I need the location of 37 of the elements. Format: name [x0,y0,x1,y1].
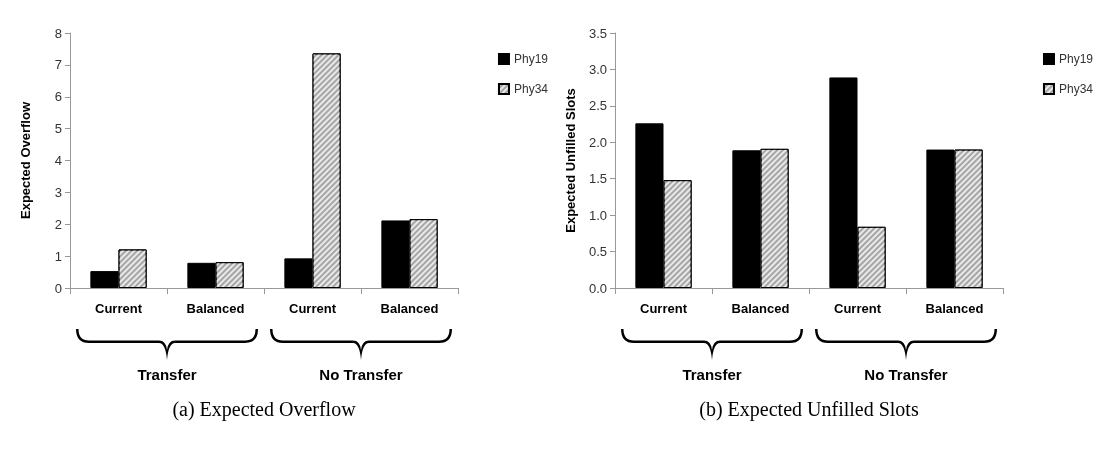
x-tick-label: Current [640,301,688,316]
legend-label: Phy34 [1058,82,1094,96]
y-tick-label: 1 [54,248,62,264]
y-tick-label: 1.0 [588,207,607,223]
y-tick-label: 3 [54,184,62,200]
x-tick-label: Current [289,301,337,316]
y-tick-label: 4 [54,153,62,168]
x-tick-label: Current [95,301,143,316]
y-tick-label: 0.5 [588,244,607,260]
y-tick-label: 1.5 [588,171,607,187]
y-tick-label: 5 [54,121,62,137]
x-tick-label: Balanced [731,301,790,316]
x-tick-label: Balanced [380,301,439,316]
y-tick-label: 2.5 [588,98,607,114]
legend-label: Phy34 [513,82,549,96]
y-axis-title: Expected Overflow [18,101,33,220]
y-tick-label: 8 [54,25,62,41]
text: (b) Expected Unfilled Slots [698,398,920,421]
y-tick-label: 3.0 [588,61,607,77]
y-tick-label: 0 [54,280,62,296]
x-tick-label: Balanced [925,301,984,316]
text: No Transfer [863,366,949,383]
text: Transfer [136,366,198,383]
y-tick-label: 6 [54,89,62,105]
y-tick-label: 2.0 [588,134,607,150]
x-tick-label: Balanced [186,301,245,316]
text: (a) Expected Overflow [171,398,357,421]
y-tick-label: 7 [54,57,62,73]
legend-label: Phy19 [513,52,549,66]
y-tick-label: 2 [54,216,62,232]
x-tick-label: Current [834,301,882,316]
text: No Transfer [318,366,404,383]
y-axis-title: Expected Unfilled Slots [563,88,578,233]
legend-label: Phy19 [1058,52,1094,66]
text: Transfer [681,366,743,383]
y-tick-label: 3.5 [588,25,607,41]
y-tick-label: 0.0 [588,280,607,296]
